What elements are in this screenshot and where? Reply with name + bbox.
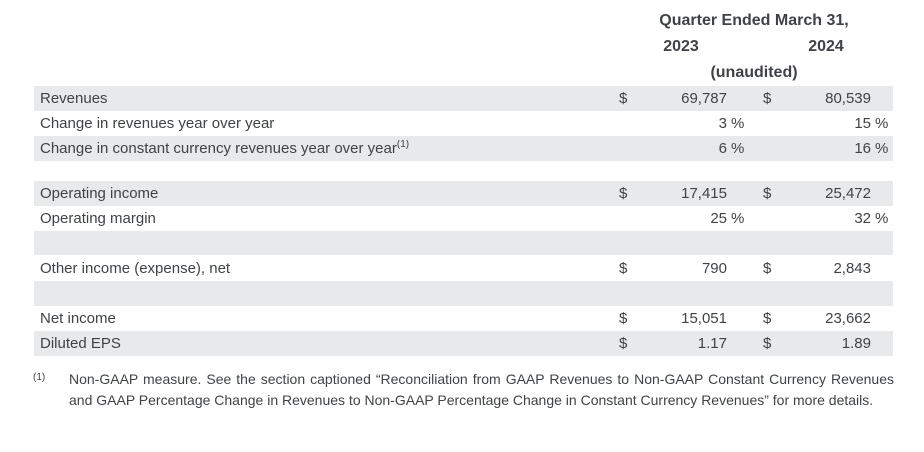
spacer-row [34, 161, 893, 181]
row-label: Change in revenues year over year [40, 115, 275, 132]
table-header: Quarter Ended March 31, 2023 2024 (unaud… [615, 8, 893, 86]
currency-symbol: $ [763, 310, 772, 327]
footnote-reference: (1) [396, 140, 410, 150]
unit-2024: % [875, 140, 889, 157]
year-2023-header: 2023 [663, 38, 699, 55]
table-row-operating-income: Operating income $ 17,415 $ 25,472 [34, 181, 893, 206]
value-2024: 80,539 [825, 90, 871, 107]
value-2024: 32 [854, 210, 871, 227]
value-2023: 25 [710, 210, 727, 227]
footnote-text: Non-GAAP measure. See the section captio… [69, 371, 894, 408]
value-2024: 23,662 [825, 310, 871, 327]
financial-statement-page: Quarter Ended March 31, 2023 2024 (unaud… [0, 8, 924, 452]
currency-symbol: $ [763, 90, 772, 107]
value-2023: 790 [701, 259, 727, 277]
spacer-row [34, 231, 893, 255]
value-2023: 15,051 [681, 310, 727, 327]
row-label: Net income [40, 310, 116, 327]
value-2024: 15 [854, 115, 871, 132]
financial-table: Revenues $ 69,787 $ 80,539 Change in rev… [34, 86, 893, 356]
table-row-diluted-eps: Diluted EPS $ 1.17 $ 1.89 [34, 331, 893, 356]
unit-2024: % [875, 210, 889, 227]
value-2023: 3 [718, 115, 727, 132]
row-label-text: Change in constant currency revenues yea… [40, 140, 397, 157]
value-2024: 16 [854, 140, 871, 157]
unaudited-label: (unaudited) [710, 64, 798, 81]
spacer-row [34, 281, 893, 306]
row-label: Change in constant currency revenues yea… [34, 140, 615, 157]
currency-symbol: $ [619, 310, 628, 327]
unit-2023: % [731, 115, 745, 132]
unit-2023: % [731, 140, 745, 157]
unit-2024: % [875, 115, 889, 132]
currency-symbol: $ [619, 335, 628, 352]
value-2024: 1.89 [841, 335, 871, 352]
year-gap [747, 34, 759, 60]
currency-symbol: $ [763, 259, 772, 277]
currency-symbol: $ [619, 90, 628, 107]
table-row-operating-margin: Operating margin 25 % 32 % [34, 206, 893, 231]
row-label: Other income (expense), net [40, 259, 231, 277]
table-row-other-income: Other income (expense), net $ 790 $ 2,84… [34, 255, 893, 281]
value-2023: 6 [718, 140, 727, 157]
value-2024: 2,843 [833, 259, 871, 277]
currency-symbol: $ [763, 185, 772, 202]
value-2023: 1.17 [697, 335, 727, 352]
row-label: Diluted EPS [40, 335, 121, 352]
currency-symbol: $ [619, 185, 628, 202]
value-2023: 17,415 [681, 185, 727, 202]
unit-2023: % [731, 210, 745, 227]
table-row-constant-currency-change: Change in constant currency revenues yea… [34, 136, 893, 161]
table-row-revenues: Revenues $ 69,787 $ 80,539 [34, 86, 893, 111]
year-columns: 2023 2024 [615, 34, 893, 60]
period-title: Quarter Ended March 31, [659, 12, 849, 29]
footnote: (1) Non-GAAP measure. See the section ca… [33, 369, 924, 411]
currency-symbol: $ [763, 335, 772, 352]
row-label: Revenues [40, 90, 108, 107]
currency-symbol: $ [619, 259, 628, 277]
row-label: Operating margin [40, 210, 156, 227]
row-label: Operating income [40, 185, 159, 202]
table-row-revenue-change: Change in revenues year over year 3 % 15… [34, 111, 893, 136]
value-2023: 69,787 [681, 90, 727, 107]
table-row-net-income: Net income $ 15,051 $ 23,662 [34, 306, 893, 331]
year-2024-header: 2024 [808, 38, 844, 55]
value-2024: 25,472 [825, 185, 871, 202]
footnote-marker: (1) [33, 372, 46, 383]
